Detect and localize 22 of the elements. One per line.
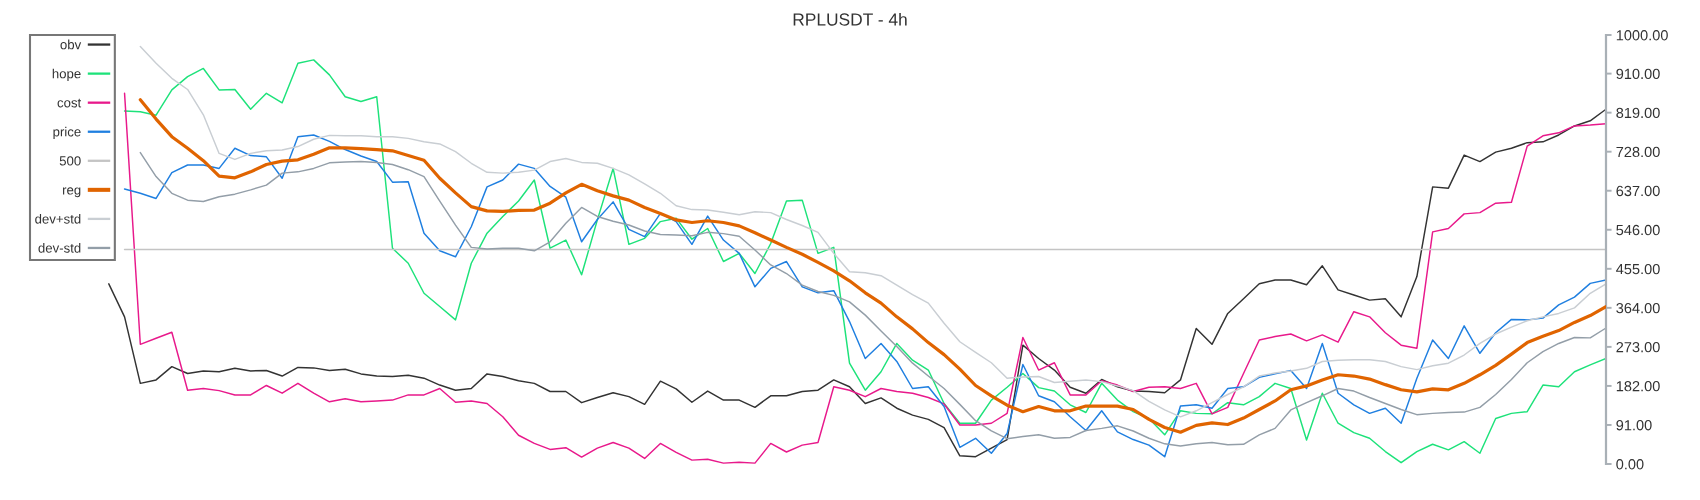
legend-label: reg [63, 187, 81, 198]
y-tick-label: 546.00 [1616, 224, 1660, 236]
line-series [139, 45, 1606, 418]
legend-label: dev-std [38, 243, 81, 253]
y-tick-label: 1000.00 [1616, 30, 1668, 41]
legend-label: 500 [59, 156, 81, 166]
y-tick-label: 819.00 [1616, 107, 1660, 119]
y-tick-label: 91.00 [1616, 420, 1652, 431]
y-tick-label: 182.00 [1616, 381, 1660, 392]
legend-label: cost [57, 98, 82, 108]
y-tick-label: 273.00 [1616, 341, 1660, 353]
y-tick-label: 637.00 [1616, 185, 1660, 197]
y-tick-label: 910.00 [1616, 68, 1660, 80]
y-tick-label: 455.00 [1616, 263, 1660, 275]
legend-label: hope [52, 68, 81, 81]
chart-title: RPLUSDT - 4h [793, 12, 907, 26]
y-tick-label: 364.00 [1616, 302, 1660, 314]
legend-label: obv [60, 39, 82, 50]
legend-label: dev+std [35, 213, 81, 224]
y-tick-label: 728.00 [1616, 146, 1660, 158]
y-tick-label: 0.00 [1616, 459, 1644, 470]
legend-label: price [53, 126, 81, 140]
